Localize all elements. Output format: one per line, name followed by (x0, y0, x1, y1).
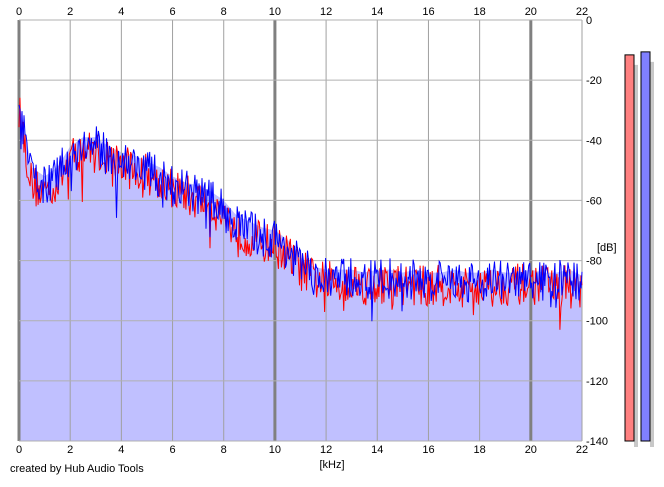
y-tick-label: -100 (586, 316, 608, 328)
x-tick-label-bottom: 8 (221, 444, 227, 456)
x-tick-label-bottom: 20 (525, 444, 537, 456)
x-tick-label-top: 22 (576, 6, 588, 18)
x-tick-label-top: 10 (269, 6, 281, 18)
level-meter-left (624, 54, 635, 442)
x-tick-label-bottom: 10 (269, 444, 281, 456)
meter-shadow (650, 61, 654, 448)
x-tick-label-bottom: 2 (67, 444, 73, 456)
meter-shadow (634, 64, 638, 447)
x-tick-label-top: 14 (371, 6, 383, 18)
y-tick-label: -40 (586, 135, 602, 147)
x-tick-label-top: 2 (67, 6, 73, 18)
x-tick-label-top: 4 (118, 6, 124, 18)
y-axis-label: [dB] (597, 242, 617, 254)
x-tick-label-bottom: 0 (16, 444, 22, 456)
x-tick-label-top: 0 (16, 6, 22, 18)
x-tick-label-top: 16 (422, 6, 434, 18)
x-tick-label-bottom: 4 (118, 444, 124, 456)
series-line-right (18, 104, 583, 322)
y-tick-label: -140 (586, 436, 608, 448)
x-tick-label-bottom: 6 (169, 444, 175, 456)
x-tick-label-bottom: 18 (474, 444, 486, 456)
x-tick-label-top: 6 (169, 6, 175, 18)
x-axis-label: [kHz] (319, 459, 344, 471)
x-tick-label-bottom: 14 (371, 444, 383, 456)
y-tick-label: -120 (586, 376, 608, 388)
x-tick-label-bottom: 16 (422, 444, 434, 456)
level-meter-right (640, 51, 651, 442)
x-tick-label-top: 12 (320, 6, 332, 18)
x-tick-label-bottom: 22 (576, 444, 588, 456)
x-tick-label-bottom: 12 (320, 444, 332, 456)
y-tick-label: -20 (586, 75, 602, 87)
credit-text: created by Hub Audio Tools (10, 463, 144, 475)
x-tick-label-top: 18 (474, 6, 486, 18)
x-tick-label-top: 8 (221, 6, 227, 18)
y-tick-label: -80 (586, 256, 602, 268)
y-tick-label: 0 (586, 15, 592, 27)
x-tick-label-top: 20 (525, 6, 537, 18)
y-tick-label: -60 (586, 195, 602, 207)
